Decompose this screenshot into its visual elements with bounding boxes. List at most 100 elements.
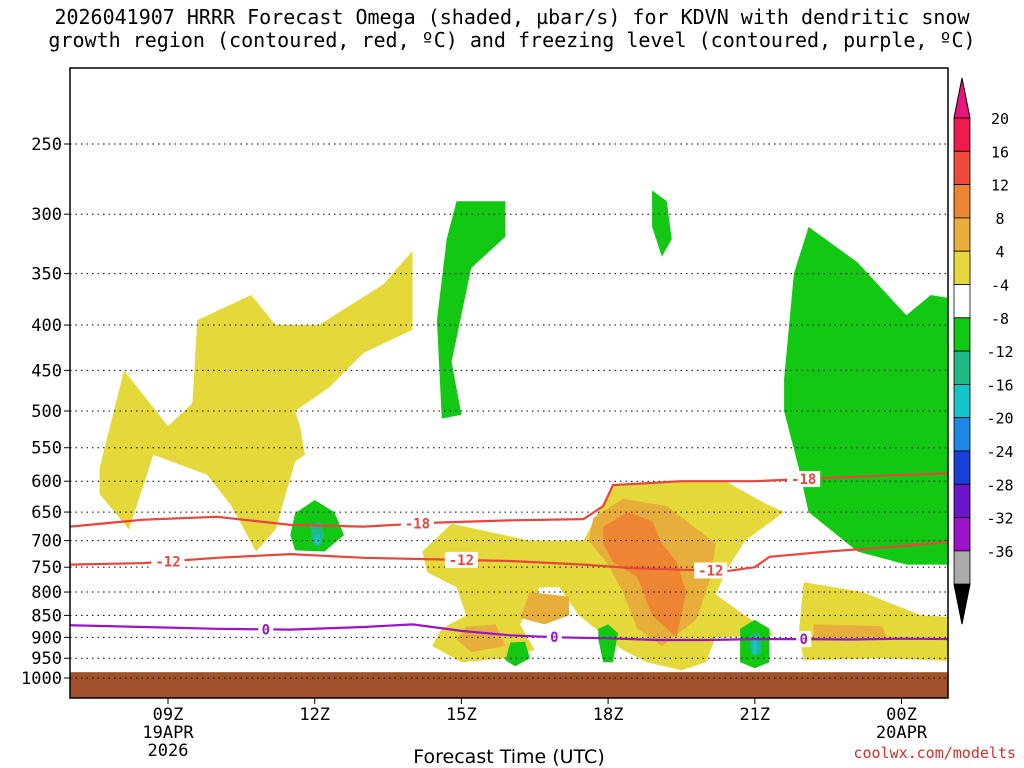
colorbar-swatch-0: [953, 117, 971, 152]
contour-label-bg-1-0: [151, 553, 185, 570]
colorbar-swatch-9: [953, 417, 971, 452]
contour-label-1-1: -12: [449, 553, 474, 569]
omega-region-10: [652, 190, 672, 257]
colorbar: 20 16 12 8 4 -4 -8 -12 -16 -20 -24 -28 -32 -36: [953, 77, 1014, 625]
chart-title: 2026041907 HRRR Forecast Omega (shaded, …: [0, 6, 1024, 52]
colorbar-swatch-1: [953, 150, 971, 186]
grid-layer: [70, 143, 948, 679]
colorbar-swatch-4: [953, 250, 971, 285]
y-tick-label-450: 450: [31, 361, 62, 381]
colorbar-label-12: -32: [986, 510, 1013, 528]
contour-label-1-0: -12: [155, 554, 180, 570]
omega-region-9: [436, 201, 506, 419]
y-tick-label-900: 900: [31, 628, 62, 648]
contour-line-2: [70, 623, 948, 642]
contour-line-1: [70, 540, 948, 573]
contour-label-bg-2-0: [258, 621, 274, 638]
colorbar-label-4: 4: [995, 243, 1004, 261]
omega-region-0: [99, 250, 413, 552]
colorbar-swatch-7: [953, 350, 971, 385]
contour-label-bg-0-0: [400, 515, 434, 532]
y-tick-label-600: 600: [31, 472, 62, 492]
contour-label-bg-2-2: [796, 631, 812, 648]
contour-label-bg-0-1: [787, 471, 821, 488]
axes-layer: 2503003504004505005506006507007508008509…: [21, 67, 949, 768]
colorbar-label-11: -28: [986, 476, 1013, 494]
colorbar-label-8: -16: [986, 376, 1013, 394]
contour-label-bg-2-1: [546, 629, 562, 646]
y-tick-label-650: 650: [31, 503, 62, 523]
colorbar-label-6: -8: [991, 310, 1009, 328]
colorbar-label-3: 8: [995, 210, 1004, 228]
y-tick-label-800: 800: [31, 583, 62, 603]
omega-region-13: [505, 641, 530, 667]
y-tick-label-550: 550: [31, 439, 62, 459]
colorbar-label-13: -36: [986, 543, 1013, 561]
colorbar-swatch-13: [953, 550, 971, 585]
colorbar-swatch-5: [953, 284, 971, 319]
chart-title-line-1: 2026041907 HRRR Forecast Omega (shaded, …: [54, 5, 970, 29]
colorbar-top-arrow: [953, 77, 971, 119]
contour-label-0-1: -18: [791, 472, 816, 488]
colorbar-swatch-3: [953, 217, 971, 252]
contour-line-0: [70, 472, 948, 528]
contour-label-2-2: 0: [799, 632, 807, 648]
terrain-layer: [70, 672, 948, 698]
y-tick-label-1000: 1000: [21, 669, 62, 689]
y-tick-label-300: 300: [31, 205, 62, 225]
y-tick-label-500: 500: [31, 402, 62, 422]
contour-label-bg-1-1: [444, 551, 478, 568]
y-tick-label-850: 850: [31, 606, 62, 626]
omega-region-2: [798, 582, 948, 661]
colorbar-swatch-2: [953, 184, 971, 219]
colorbar-swatch-6: [953, 317, 971, 352]
chart-title-line-2: growth region (contoured, red, ºC) and f…: [48, 28, 976, 52]
omega-region-3: [520, 592, 569, 625]
x-tick-label-2-0: 15Z: [446, 705, 477, 725]
omega-region-6: [813, 624, 887, 639]
x-tick-label-1-0: 12Z: [299, 705, 330, 725]
omega-region-19: [752, 639, 758, 655]
y-tick-label-950: 950: [31, 649, 62, 669]
terrain-ground: [70, 672, 948, 698]
x-tick-label-3-0: 18Z: [593, 705, 624, 725]
colorbar-label-5: -4: [991, 277, 1009, 295]
y-tick-label-350: 350: [31, 265, 62, 285]
x-tick-label-0-1: 19APR: [142, 723, 194, 743]
colorbar-swatch-11: [953, 483, 971, 518]
omega-region-7: [970, 635, 990, 656]
plot-frame: [69, 67, 949, 699]
x-tick-label-0-2: 2026: [148, 741, 189, 761]
colorbar-label-1: 16: [991, 143, 1009, 161]
colorbar-label-9: -20: [986, 410, 1013, 428]
x-tick-label-5-1: 20APR: [876, 723, 928, 743]
contour-label-0-0: -18: [405, 517, 430, 533]
omega-region-8: [603, 512, 687, 638]
colorbar-label-2: 12: [991, 177, 1009, 195]
y-tick-label-400: 400: [31, 316, 62, 336]
colorbar-label-7: -12: [986, 343, 1013, 361]
omega-region-12: [784, 226, 948, 565]
y-tick-label-250: 250: [31, 135, 62, 155]
contour-label-1-2: -12: [698, 564, 723, 580]
omega-region-14: [598, 624, 618, 663]
colorbar-bottom-arrow: [953, 583, 971, 625]
x-tick-label-0-0: 09Z: [153, 705, 184, 725]
x-tick-label-4-0: 21Z: [739, 705, 770, 725]
x-tick-label-5-0: 00Z: [886, 705, 917, 725]
x-axis-label: Forecast Time (UTC): [413, 746, 604, 768]
y-tick-label-750: 750: [31, 558, 62, 578]
colorbar-swatch-12: [953, 517, 971, 552]
omega-region-18: [314, 533, 320, 545]
colorbar-label-10: -24: [986, 443, 1013, 461]
contour-label-2-0: 0: [262, 622, 270, 638]
contour-label-bg-1-2: [694, 562, 728, 579]
omega-shading: [99, 190, 990, 671]
colorbar-swatch-10: [953, 450, 971, 485]
contour-label-2-1: 0: [550, 630, 558, 646]
site-credit: coolwx.com/modelts: [853, 744, 1016, 762]
colorbar-swatch-8: [953, 383, 971, 419]
y-tick-label-700: 700: [31, 532, 62, 552]
contour-layer: -18 -18 -12 -12 -12 0 0 0: [70, 471, 948, 648]
